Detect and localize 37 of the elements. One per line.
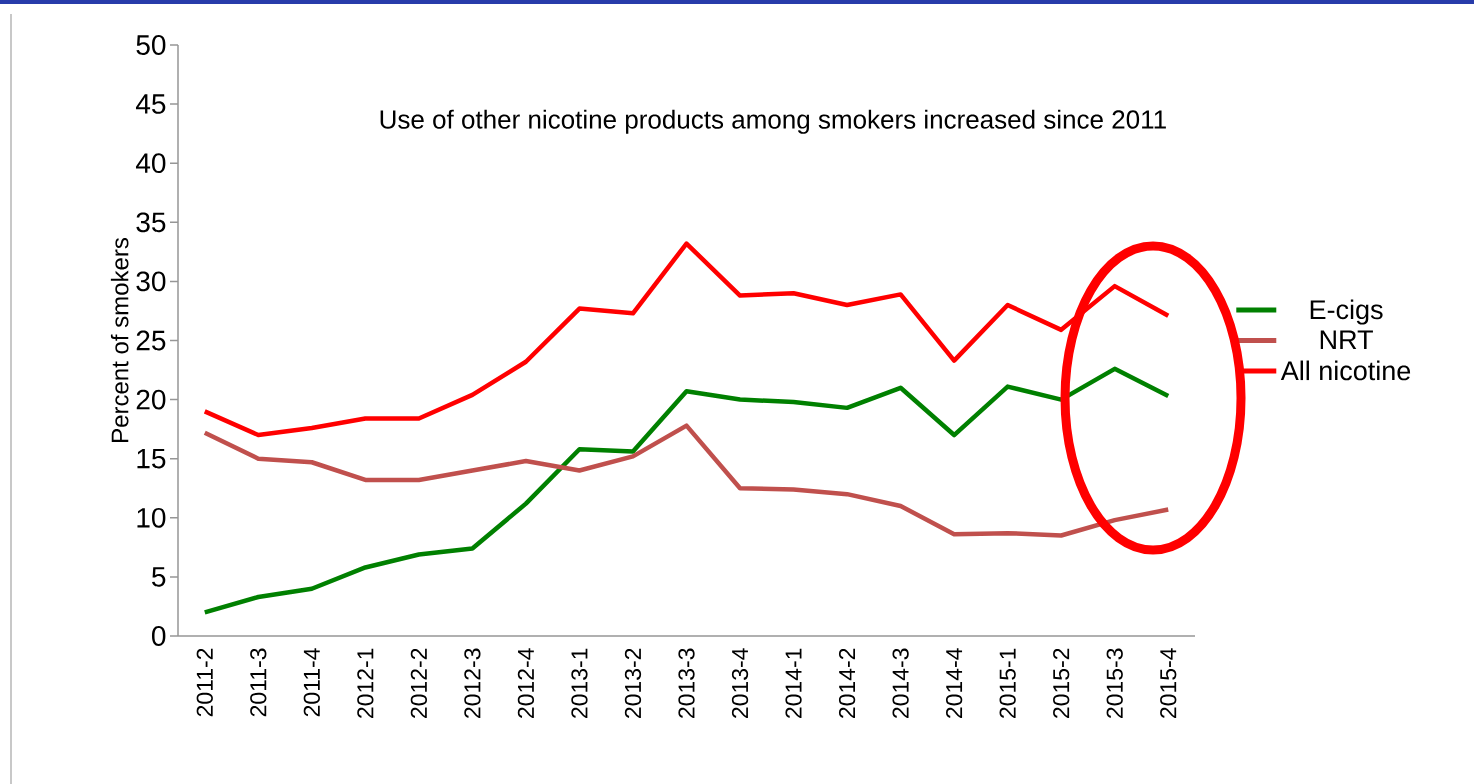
y-tick-label: 10 bbox=[137, 507, 166, 528]
x-tick-label: 2013-3 bbox=[678, 648, 695, 718]
line-series bbox=[202, 423, 1171, 538]
y-tick-label: 35 bbox=[136, 212, 166, 233]
x-tick-label: 2011-3 bbox=[250, 648, 267, 717]
y-tick-label: 20 bbox=[136, 389, 166, 410]
y-tick-label: 0 bbox=[152, 626, 166, 646]
x-tick-label: 2013-4 bbox=[731, 648, 749, 718]
y-tick-label: 30 bbox=[136, 271, 166, 292]
x-tick-label: 2015-4 bbox=[1160, 648, 1177, 718]
line-series bbox=[202, 366, 1171, 615]
x-tick-label: 2012-3 bbox=[464, 648, 481, 718]
x-tick-label: 2012-1 bbox=[357, 648, 374, 718]
text: Use of other nicotine products among smokers increased since 2011 bbox=[380, 109, 1166, 134]
legend-label: E-cigs bbox=[1310, 299, 1383, 325]
x-tick-label: 2014-2 bbox=[838, 648, 856, 718]
x-tick-label: 2011-4 bbox=[303, 648, 320, 717]
legend-label: NRT bbox=[1320, 330, 1373, 350]
y-tick-label: 50 bbox=[136, 35, 166, 55]
x-tick-label: 2012-4 bbox=[517, 648, 535, 718]
x-tick-label: 2015-2 bbox=[1053, 648, 1070, 718]
x-tick-label: 2015-3 bbox=[1106, 648, 1123, 718]
legend-label: All nicotine bbox=[1280, 360, 1411, 381]
x-tick-label: 2013-2 bbox=[624, 648, 642, 718]
y-tick-label: 5 bbox=[152, 567, 166, 587]
x-tick-label: 2012-2 bbox=[410, 648, 428, 718]
y-tick-label: 40 bbox=[135, 153, 166, 174]
x-tick-label: 2014-1 bbox=[785, 648, 802, 718]
x-tick-label: 2014-4 bbox=[945, 648, 963, 718]
y-tick-label: 15 bbox=[137, 448, 166, 469]
x-tick-label: 2013-1 bbox=[571, 648, 588, 718]
y-tick-label: 45 bbox=[135, 94, 166, 114]
y-axis-title: Percent of smokers bbox=[110, 238, 129, 442]
y-tick-label: 25 bbox=[136, 330, 166, 351]
x-tick-label: 2011-2 bbox=[196, 648, 213, 717]
x-tick-label: 2014-3 bbox=[892, 648, 909, 718]
x-tick-label: 2015-1 bbox=[999, 648, 1016, 718]
